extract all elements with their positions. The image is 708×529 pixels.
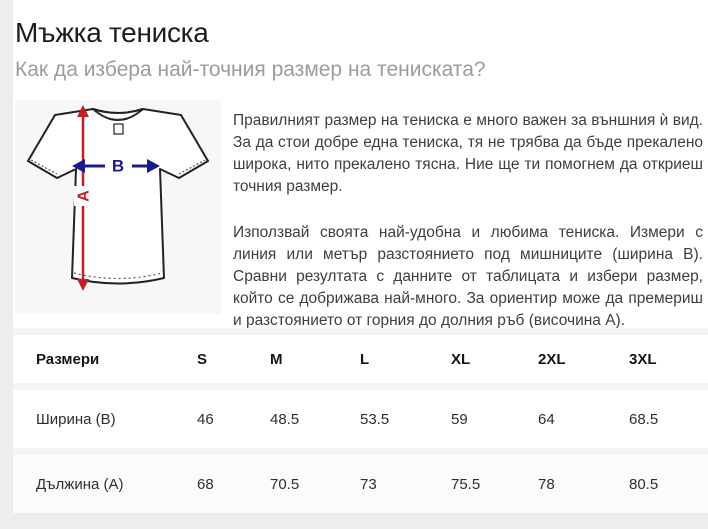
instructions-text: Правилният размер на тениска е много важ…: [233, 100, 703, 332]
width-value-2xl: 64: [538, 390, 629, 448]
measurement-b-arrowhead-right: [147, 159, 160, 173]
column-header-xl: XL: [451, 335, 538, 383]
width-value-3xl: 68.5: [629, 390, 708, 448]
column-header-l: L: [360, 335, 451, 383]
left-sleeve-stitching: [30, 159, 58, 175]
width-value-s: 46: [197, 390, 270, 448]
tshirt-diagram-image: A B: [27, 105, 209, 291]
instructions-paragraph-1: Правилният размер на тениска е много важ…: [233, 112, 703, 195]
table-row-width: Ширина (B) 46 48.5 53.5 59 64 68.5: [13, 390, 708, 448]
row-label-width: Ширина (B): [13, 390, 197, 448]
column-header-2xl: 2XL: [538, 335, 629, 383]
collar-tag: [113, 123, 124, 135]
measurement-a-arrowhead-top: [77, 105, 89, 117]
tshirt-outline: [27, 108, 209, 285]
width-value-xl: 59: [451, 390, 538, 448]
length-value-s: 68: [197, 455, 270, 513]
size-table-header-row: Размери S M L XL 2XL 3XL: [13, 335, 708, 383]
instructions-paragraph-2: Използвай своята най-удобна и любима тен…: [233, 224, 703, 329]
size-table: Размери S M L XL 2XL 3XL Ширина (B) 46 4…: [13, 328, 708, 520]
content-panel: Мъжка тениска Как да избера най-точния р…: [13, 0, 708, 513]
column-header-sizes: Размери: [13, 335, 197, 383]
page-header: Мъжка тениска Как да избера най-точния р…: [13, 0, 708, 82]
width-value-m: 48.5: [270, 390, 360, 448]
table-row-length: Дължина (A) 68 70.5 73 75.5 78 80.5: [13, 455, 708, 513]
length-value-xl: 75.5: [451, 455, 538, 513]
column-header-s: S: [197, 335, 270, 383]
column-header-3xl: 3XL: [629, 335, 708, 383]
column-header-m: M: [270, 335, 360, 383]
label-a-backing: [74, 186, 92, 206]
page-title: Мъжка тениска: [15, 17, 209, 48]
measurement-b-arrowhead-left: [72, 159, 85, 173]
length-value-l: 73: [360, 455, 451, 513]
length-value-2xl: 78: [538, 455, 629, 513]
row-label-length: Дължина (A): [13, 455, 197, 513]
intro-section: A B Правилният размер на тениска е много…: [13, 100, 708, 332]
tshirt-measurement-diagram: A B: [15, 100, 221, 314]
measurement-a-label: A: [76, 190, 93, 202]
page-subtitle: Как да избера най-точния размер на тенис…: [15, 58, 486, 81]
length-value-3xl: 80.5: [629, 455, 708, 513]
length-value-m: 70.5: [270, 455, 360, 513]
width-value-l: 53.5: [360, 390, 451, 448]
size-table-section: Размери S M L XL 2XL 3XL Ширина (B) 46 4…: [13, 328, 708, 513]
measurement-a-arrowhead-bottom: [77, 279, 89, 291]
collar-stitching: [95, 111, 141, 120]
right-sleeve-stitching: [178, 159, 206, 175]
measurement-b-label: B: [112, 157, 124, 176]
